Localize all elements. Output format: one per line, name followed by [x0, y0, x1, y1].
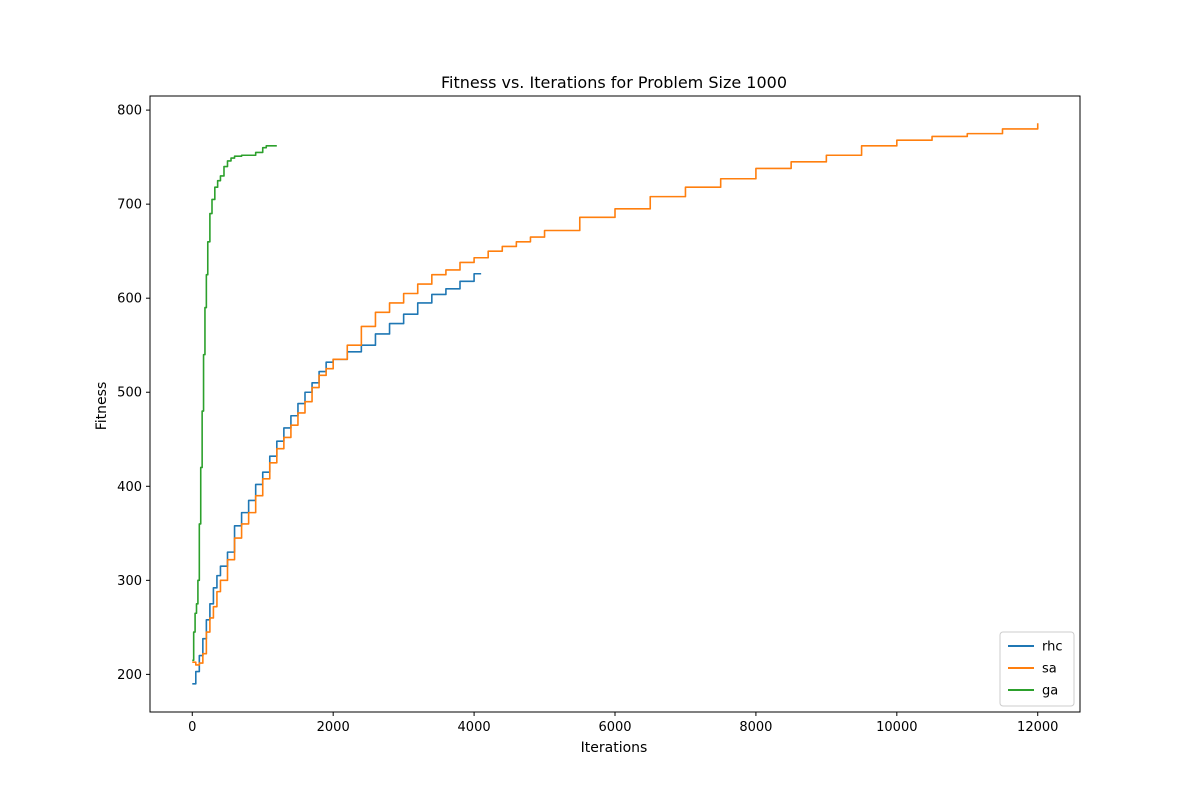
x-axis-title: Iterations — [581, 740, 648, 756]
legend: rhc sa ga — [999, 631, 1075, 707]
x-tick-label: 8000 — [739, 720, 772, 735]
y-tick-label: 200 — [117, 668, 142, 683]
y-tick-label: 500 — [117, 386, 142, 401]
x-tick-label: 4000 — [458, 720, 491, 735]
y-tick-label: 800 — [117, 104, 142, 119]
y-tick-label: 700 — [117, 198, 142, 213]
legend-box — [999, 631, 1075, 707]
series-layer — [192, 123, 1039, 685]
series-line-ga — [192, 145, 277, 662]
x-tick-label: 6000 — [598, 720, 631, 735]
series-line-rhc — [192, 272, 482, 685]
legend-label-sa: sa — [1042, 662, 1057, 677]
y-axis-title: Fitness — [94, 382, 110, 431]
axes-layer: 0 2000 4000 6000 8000 10000 12000 200 300 400 500 6… — [117, 95, 1081, 735]
x-tick-label: 0 — [188, 720, 196, 735]
x-tick-label: 2000 — [317, 720, 350, 735]
series-line-sa — [192, 123, 1039, 666]
y-tick-label: 400 — [117, 480, 142, 495]
y-tick-label: 300 — [117, 574, 142, 589]
legend-label-rhc: rhc — [1042, 640, 1063, 655]
legend-label-ga: ga — [1042, 684, 1058, 699]
chart-title: Fitness vs. Iterations for Problem Size … — [441, 73, 787, 92]
x-tick-label: 10000 — [876, 720, 917, 735]
x-tick-label: 12000 — [1017, 720, 1058, 735]
y-tick-label: 600 — [117, 292, 142, 307]
